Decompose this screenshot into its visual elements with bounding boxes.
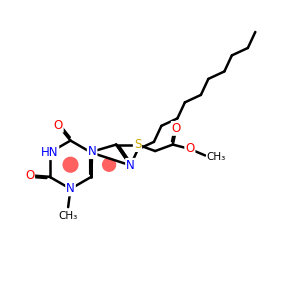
Text: HN: HN — [41, 146, 58, 159]
Text: N: N — [88, 145, 97, 158]
Text: O: O — [185, 142, 194, 155]
Text: O: O — [53, 119, 63, 132]
Text: N: N — [66, 182, 75, 195]
Text: O: O — [25, 169, 34, 182]
Circle shape — [103, 158, 116, 171]
Text: CH₃: CH₃ — [58, 211, 78, 221]
Text: N: N — [126, 159, 135, 172]
Text: S: S — [134, 138, 141, 151]
Text: O: O — [172, 122, 181, 135]
Circle shape — [63, 158, 78, 172]
Text: CH₃: CH₃ — [207, 152, 226, 162]
